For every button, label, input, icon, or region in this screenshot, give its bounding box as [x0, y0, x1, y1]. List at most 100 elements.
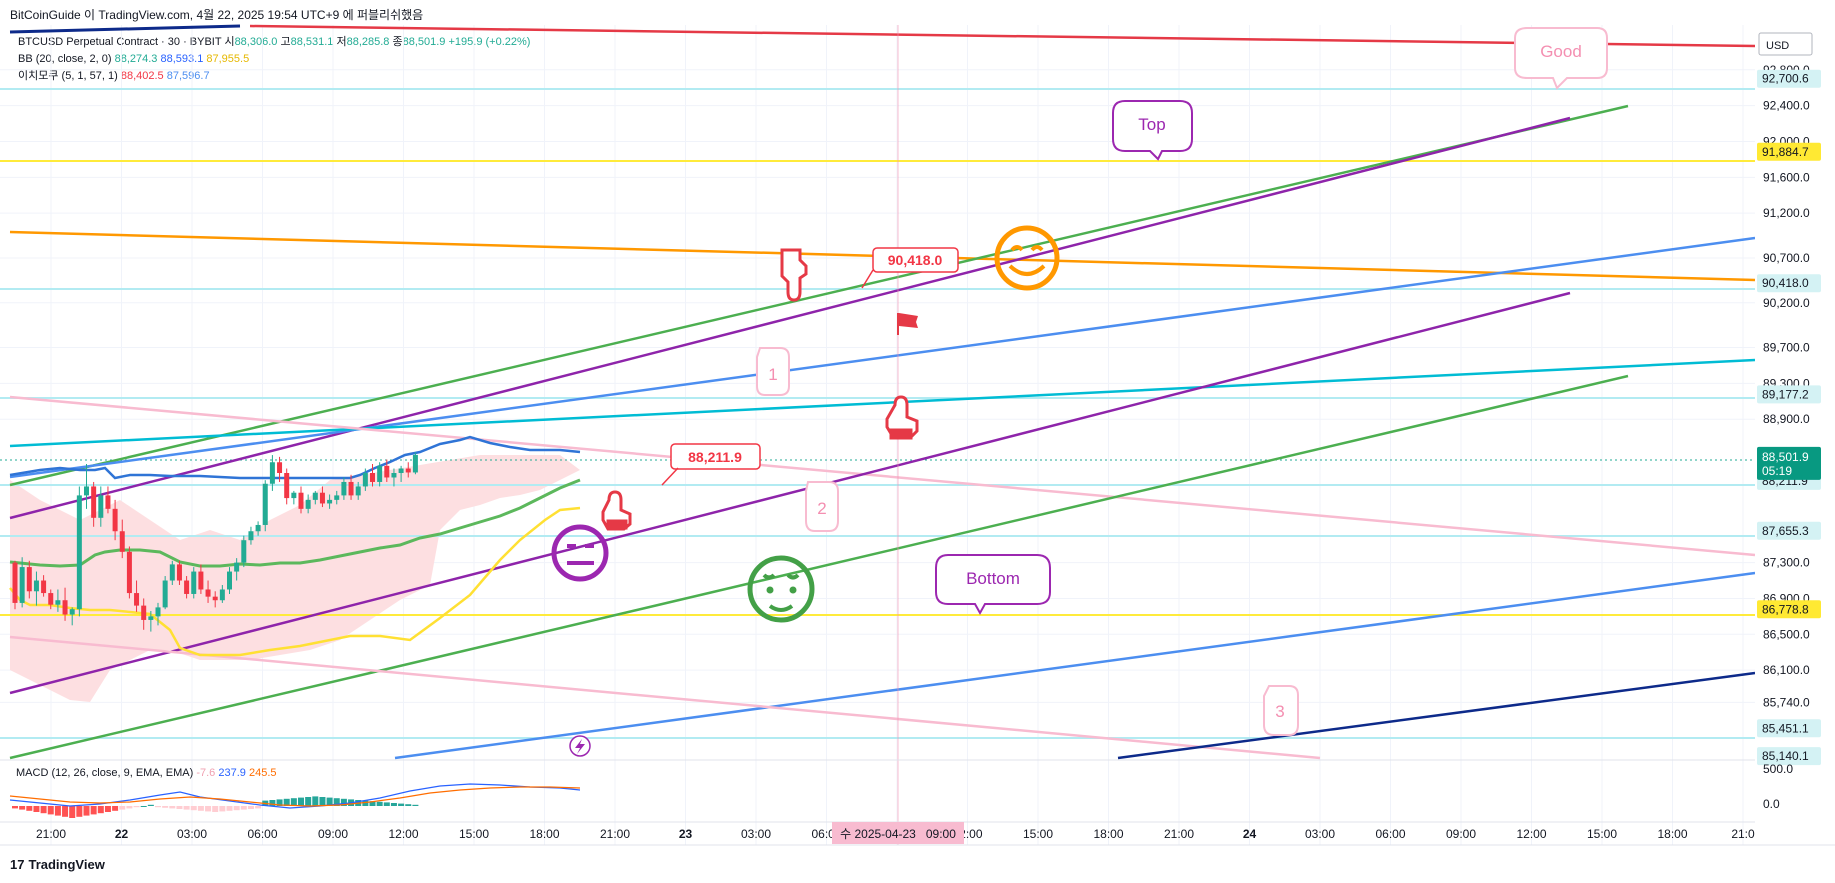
smiley-neutral-purple-icon[interactable] [551, 524, 609, 582]
price-level-label[interactable]: 86,778.8 [1757, 600, 1821, 619]
hand-pointer-up-small-icon[interactable] [601, 490, 632, 531]
macd-bar [126, 806, 133, 809]
time-tick: 15:00 [1023, 827, 1053, 841]
ichimoku-value-2: 87,596.7 [166, 70, 210, 82]
macd-bar [219, 806, 226, 812]
price-level-label[interactable]: 89,177.2 [1757, 385, 1821, 404]
macd-bar [155, 806, 161, 808]
tradingview-footer[interactable]: 17 TradingView [10, 857, 105, 872]
face-eye [766, 586, 774, 594]
callout-bottom[interactable]: Bottom [935, 554, 1051, 616]
candle [141, 598, 147, 630]
price-note-88211[interactable]: 88,211.9 [661, 443, 761, 486]
macd-bar [376, 801, 383, 806]
trendline-navy-top [9, 24, 241, 34]
macd-bar [40, 806, 47, 814]
macd-bar [412, 804, 419, 806]
candle [198, 564, 204, 594]
number-bubble [805, 481, 839, 532]
smiley-green-icon[interactable] [747, 555, 815, 623]
callout-top[interactable]: Top [1112, 100, 1193, 161]
candle-body [262, 483, 268, 525]
macd-bar [290, 798, 297, 806]
ohlc-close-label: 종 [392, 36, 403, 48]
candle-body [126, 551, 132, 594]
candle-body [284, 473, 290, 499]
macd-signal-value: 245.5 [248, 767, 277, 779]
macd-bar [340, 798, 347, 806]
candle [348, 474, 354, 500]
price-axis[interactable]: 92,800.092,400.092,000.091,600.091,200.0… [1757, 63, 1821, 766]
price-axis-bg[interactable] [1755, 25, 1835, 845]
hand-pointer-up-icon[interactable] [885, 395, 919, 440]
ichimoku-yellow-line [9, 506, 581, 657]
number-label-1[interactable]: 1 [756, 347, 790, 396]
price-tick: 86,500.0 [1763, 627, 1810, 641]
callout-bubble [1514, 27, 1608, 90]
candle [370, 464, 375, 487]
candle-body [370, 473, 375, 482]
last-price-text: 88,501.9 [1762, 450, 1809, 464]
macd-axis[interactable]: 500.0 0.0 [1763, 762, 1793, 811]
hand-pointer-down-icon[interactable] [780, 248, 808, 302]
macd-bar [333, 798, 340, 806]
macd-legend[interactable]: MACD (12, 26, close, 9, EMA, EMA) -7.6 2… [16, 767, 277, 779]
candle [398, 465, 404, 482]
candle-body [248, 531, 254, 541]
callout-good[interactable]: Good [1514, 27, 1608, 90]
price-level-label[interactable]: 85,451.1 [1757, 719, 1821, 738]
candle-body [184, 580, 190, 594]
price-note-90418[interactable]: 90,418.0 [861, 247, 959, 289]
macd-bar [233, 806, 240, 811]
last-price-badge[interactable]: 88,501.905:19 [1757, 446, 1821, 480]
time-tick: 03:00 [1305, 827, 1335, 841]
macd-bar [212, 806, 219, 812]
chart-legend: BTCUSD Perpetual Contract · 30 · BYBIT 시… [18, 34, 530, 85]
candle-body [255, 524, 261, 532]
bb-upper-value: 88,593.1 [160, 53, 204, 65]
macd-bar [33, 806, 40, 812]
symbol-row[interactable]: BTCUSD Perpetual Contract · 30 · BYBIT 시… [18, 34, 530, 51]
trend-lines [9, 24, 1756, 760]
candle-body [48, 593, 54, 605]
candle-body [169, 564, 175, 581]
candle [162, 576, 168, 610]
flag-icon[interactable] [897, 313, 918, 335]
number-label-3[interactable]: 3 [1263, 685, 1299, 736]
time-tick: 21:00 [600, 827, 630, 841]
candle [362, 468, 368, 491]
price-note-text: 90,418.0 [888, 252, 943, 268]
macd-tick-500: 500.0 [1763, 762, 1793, 776]
candle [191, 567, 197, 599]
price-level-bg [1757, 385, 1821, 404]
candle-body [148, 616, 154, 620]
price-level-label[interactable]: 92,700.6 [1757, 69, 1821, 88]
ichimoku-row[interactable]: 이치모쿠 (5, 1, 57, 1) 88,402.5 87,596.7 [18, 68, 530, 85]
price-level-label[interactable]: 91,884.7 [1757, 142, 1821, 161]
price-level-label[interactable]: 85,140.1 [1757, 747, 1821, 766]
time-tick: 21:00 [36, 827, 66, 841]
time-tick: 24 [1243, 827, 1257, 841]
price-note-pointer [661, 467, 679, 486]
macd-bar [247, 806, 254, 809]
ohlc-low: 88,285.8 [346, 36, 390, 48]
price-note-box [872, 247, 959, 273]
price-level-text: 85,140.1 [1762, 749, 1809, 763]
candle-body [84, 486, 89, 496]
macd-bar [83, 806, 90, 816]
candle-body [112, 508, 118, 532]
price-tick: 91,600.0 [1763, 170, 1810, 184]
smiley-happy-orange-icon[interactable] [994, 225, 1060, 291]
macd-bar [197, 806, 204, 811]
candle [219, 585, 225, 603]
time-tick: 06:00 [247, 827, 277, 841]
number-label-2[interactable]: 2 [805, 481, 839, 532]
price-level-label[interactable]: 87,655.3 [1757, 521, 1821, 540]
candle-body [334, 495, 340, 500]
lightning-icon[interactable] [569, 735, 591, 757]
candle [248, 526, 254, 545]
currency-label[interactable]: USD [1758, 32, 1813, 56]
bb-row[interactable]: BB (20, close, 2, 0) 88,274.3 88,593.1 8… [18, 51, 530, 68]
price-level-label[interactable]: 90,418.0 [1757, 274, 1821, 293]
